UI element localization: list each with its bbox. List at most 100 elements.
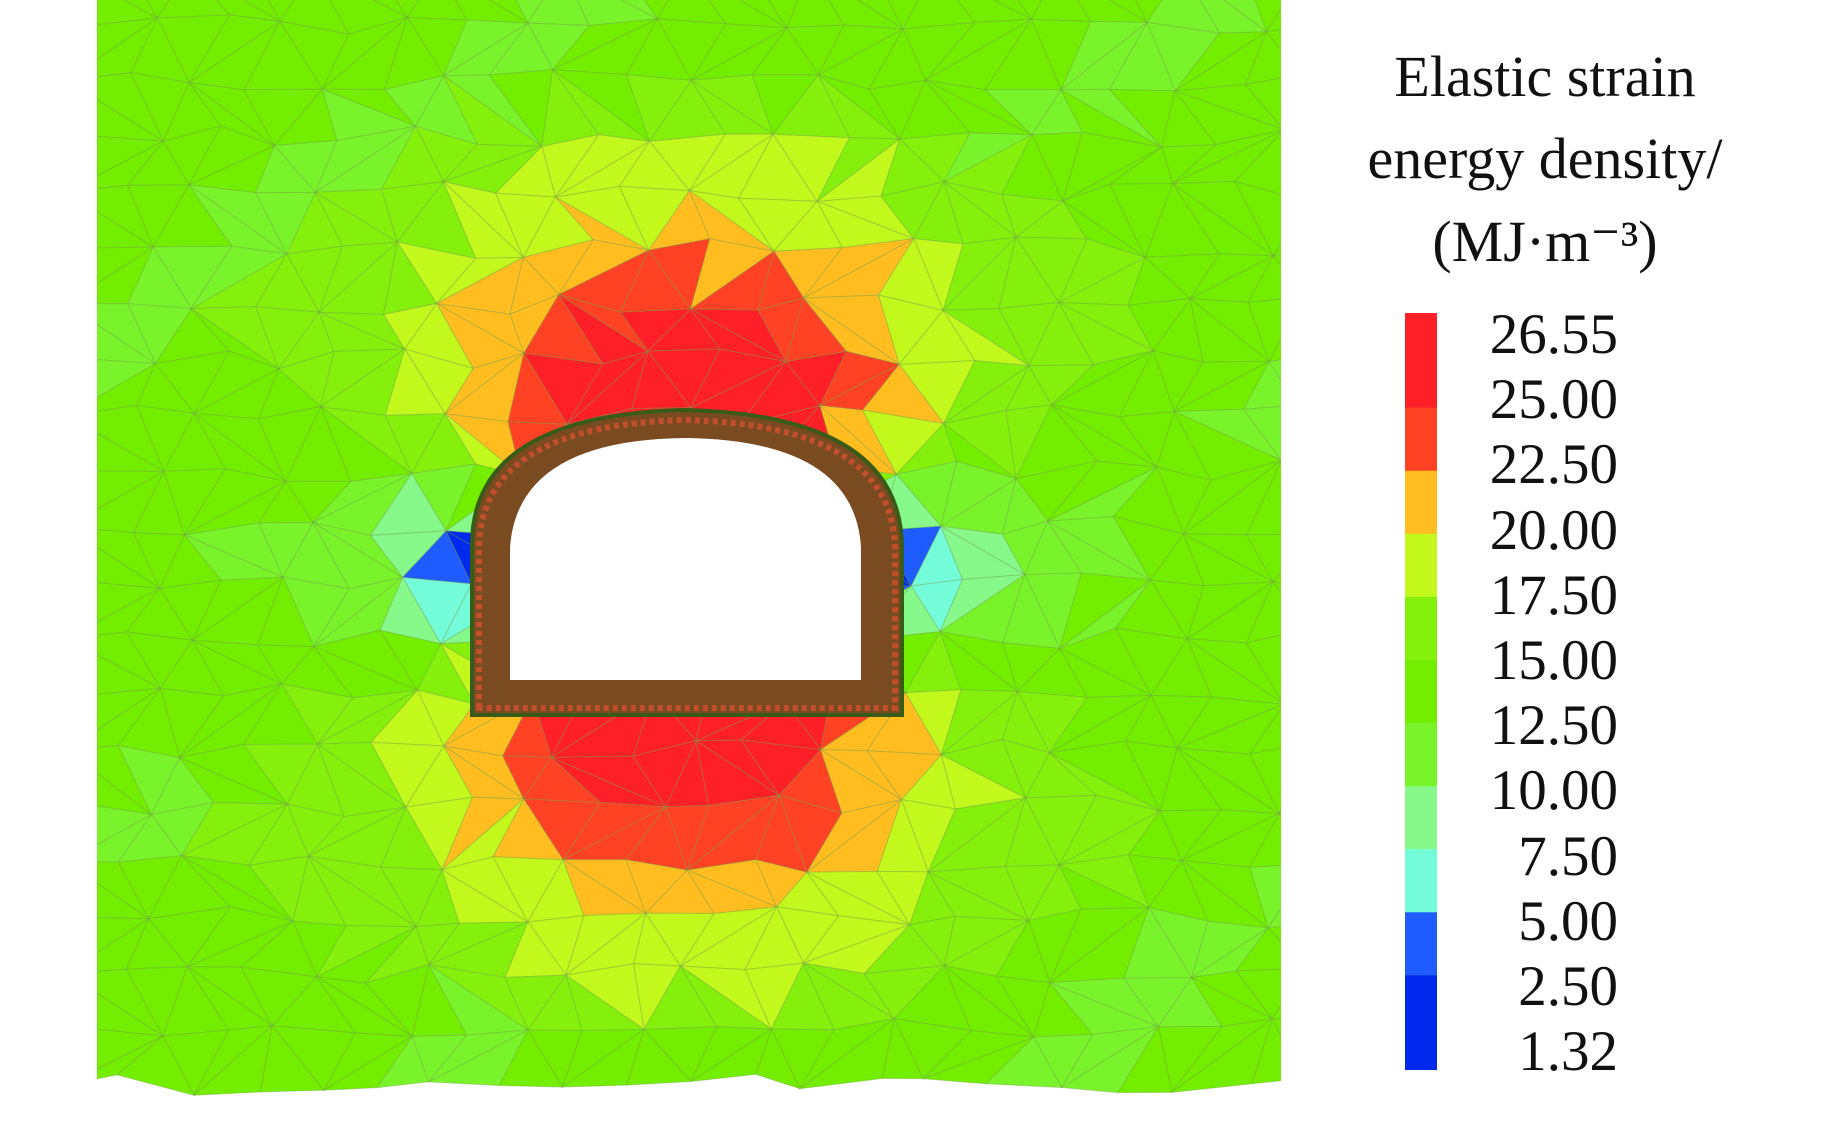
mesh-element (286, 803, 346, 858)
colorbar-tick-label: 5.00 (1518, 889, 1618, 953)
mesh-element (1050, 404, 1158, 468)
mesh-element (441, 868, 530, 924)
mesh-element (316, 741, 407, 808)
mesh-element (181, 855, 294, 922)
mesh-element (686, 794, 781, 872)
mesh-element (1271, 1018, 1281, 1038)
contour-plot (97, 0, 1281, 1097)
mesh-element (268, 0, 295, 23)
mesh-element (125, 587, 194, 641)
mesh-element (522, 756, 602, 803)
mesh-element (122, 0, 159, 20)
mesh-element (258, 522, 314, 579)
mesh-element (560, 1028, 645, 1088)
mesh-element (772, 200, 844, 252)
mesh-element (1058, 794, 1162, 867)
mesh-element (993, 0, 1032, 20)
mesh-element (488, 69, 554, 148)
mesh-element (689, 238, 776, 311)
mesh-element (136, 404, 195, 473)
mesh-element (280, 645, 355, 699)
colorbar-band (1405, 596, 1437, 661)
mesh-element (943, 180, 1018, 245)
mesh-element (619, 249, 692, 313)
colorbar-band (1405, 470, 1437, 535)
mesh-element (1173, 89, 1281, 146)
mesh-element (1268, 359, 1281, 382)
mesh-element (998, 235, 1060, 310)
mesh-element (620, 0, 658, 20)
mesh-element (925, 18, 1032, 81)
mesh-element (97, 0, 159, 26)
mesh-element (97, 17, 158, 60)
mesh-element (1271, 1004, 1281, 1020)
mesh-element (192, 367, 280, 420)
mesh-element (379, 866, 443, 928)
mesh-element (1181, 809, 1281, 861)
mesh-element (863, 923, 946, 975)
mesh-element (689, 133, 775, 192)
mesh-element (317, 689, 418, 745)
mesh-element (881, 1017, 924, 1080)
mesh-element (1135, 0, 1163, 24)
colorbar-band (1405, 533, 1437, 598)
mesh-element (685, 859, 778, 908)
mesh-element (186, 144, 276, 194)
colorbar-tick-label: 26.55 (1489, 303, 1618, 366)
mesh-element (257, 406, 322, 483)
colorbar-tick-label: 2.50 (1518, 955, 1618, 1018)
mesh-element (1271, 581, 1281, 593)
mesh-element (498, 1028, 564, 1088)
mesh-element (625, 805, 688, 871)
mesh-element (1267, 925, 1281, 943)
mesh-element (504, 920, 567, 978)
colorbar-title-line-2: energy density/ (1367, 126, 1723, 191)
mesh-element (1199, 0, 1268, 34)
mesh-element (866, 750, 943, 801)
mesh-element (1049, 977, 1160, 1028)
mesh-element (242, 682, 319, 745)
colorbar-tick-label: 25.00 (1489, 368, 1618, 432)
mesh-element (117, 855, 183, 920)
mesh-element (97, 1035, 164, 1080)
mesh-element (1242, 406, 1281, 461)
mesh-element (1060, 1026, 1159, 1094)
mesh-element (414, 125, 479, 183)
mesh-element (738, 360, 821, 427)
colorbar (1405, 313, 1437, 1070)
mesh-element (316, 976, 413, 1037)
colorbar-band (1405, 786, 1437, 850)
mesh-element (154, 307, 231, 365)
mesh-element (939, 525, 1027, 580)
mesh-element (1174, 31, 1269, 92)
mesh-element (441, 796, 526, 871)
mesh-element (1251, 1017, 1281, 1085)
mesh-element (259, 1024, 325, 1093)
mesh-element (893, 964, 972, 1032)
mesh-element (938, 573, 1027, 634)
mesh-element (127, 245, 193, 310)
mesh-element (751, 74, 820, 136)
mesh-element (191, 639, 284, 697)
mesh-element (443, 75, 544, 147)
mesh-element (1278, 807, 1281, 815)
mesh-element (1185, 638, 1281, 703)
mesh-element (1254, 0, 1281, 33)
mesh-element (318, 241, 399, 313)
mesh-element (312, 472, 412, 524)
mesh-element (97, 917, 151, 954)
colorbar-tick-label: 10.00 (1489, 759, 1618, 823)
mesh-element (97, 654, 163, 695)
mesh-element (1249, 865, 1281, 930)
mesh-element (1244, 77, 1281, 127)
mesh-element (1191, 927, 1269, 979)
mesh-element (1124, 694, 1179, 749)
mesh-element (1017, 0, 1043, 21)
mesh-element (806, 799, 902, 873)
mesh-element (183, 468, 287, 537)
mesh-element (1157, 976, 1223, 1028)
mesh-element (378, 629, 442, 692)
colorbar-band (1405, 723, 1437, 787)
mesh-element (380, 125, 445, 190)
mesh-element (1235, 968, 1281, 1020)
